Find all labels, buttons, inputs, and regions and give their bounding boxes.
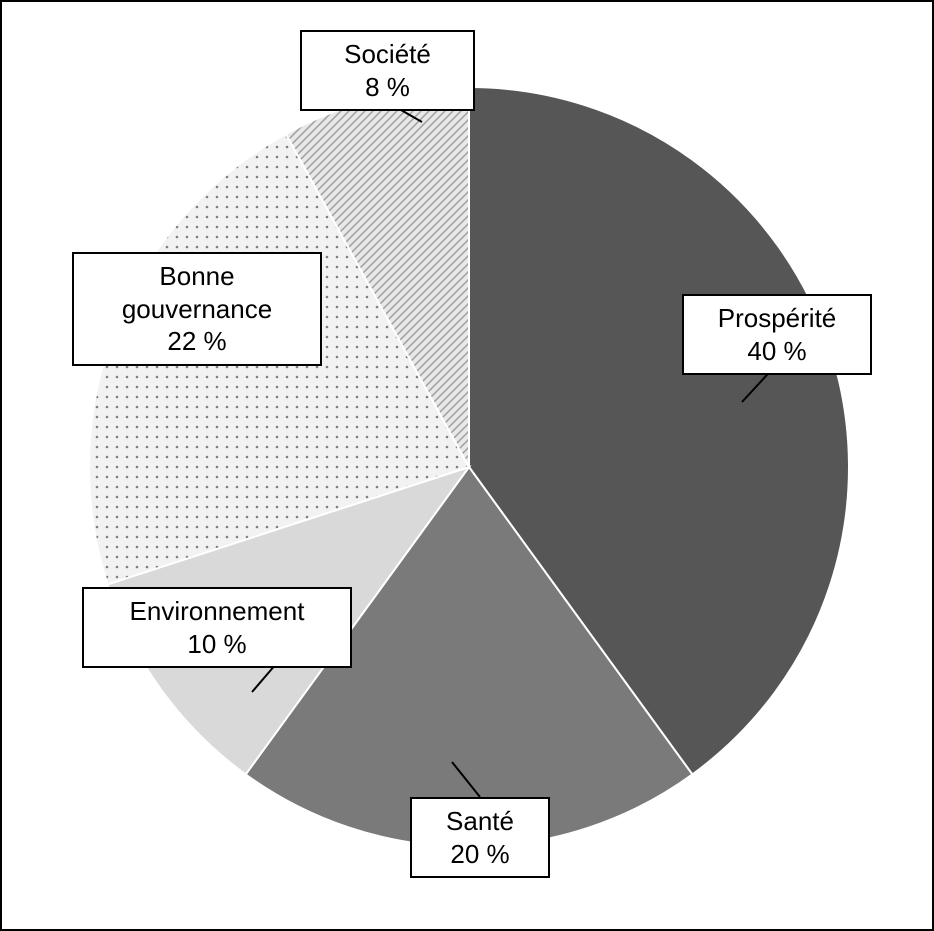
slice-pct: 40 % [698,335,856,368]
slice-name: Bonne gouvernance [88,260,306,325]
slice-pct: 10 % [98,628,336,661]
pie-chart [2,2,934,931]
slice-label-sante: Santé 20 % [410,797,550,878]
slice-pct: 8 % [316,71,459,104]
slice-name: Environnement [98,595,336,628]
slice-name: Santé [426,805,534,838]
slice-name: Société [316,38,459,71]
slice-label-societe: Société 8 % [300,30,475,111]
slice-name: Prospérité [698,302,856,335]
slice-label-prosperite: Prospérité 40 % [682,294,872,375]
chart-frame: Prospérité 40 % Santé 20 % Environnement… [0,0,934,931]
slice-label-bonne-gouvernance: Bonne gouvernance 22 % [72,252,322,366]
slice-pct: 22 % [88,325,306,358]
slice-pct: 20 % [426,838,534,871]
slice-label-environnement: Environnement 10 % [82,587,352,668]
